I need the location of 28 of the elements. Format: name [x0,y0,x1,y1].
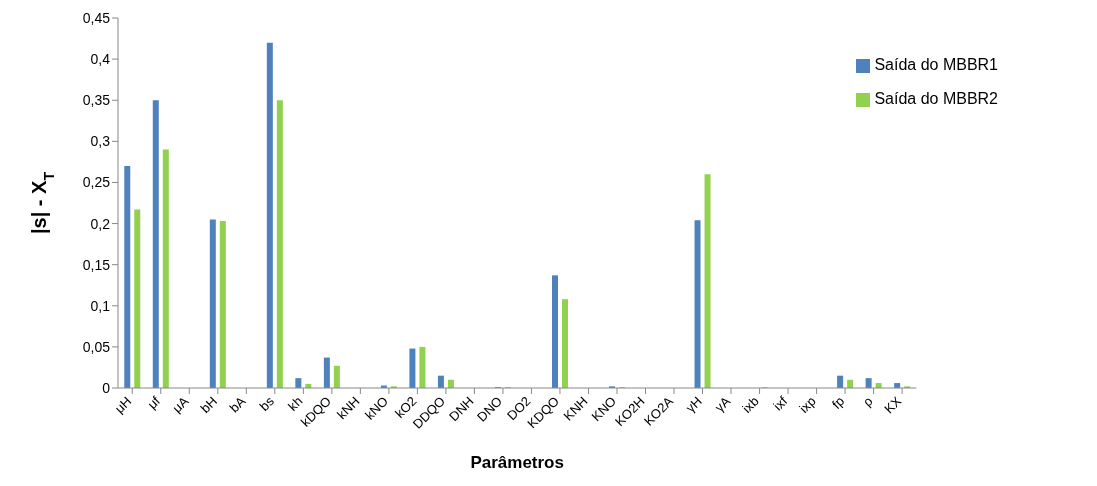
legend-label: Saída do MBBR1 [874,56,998,73]
x-tick-label: bs [256,393,278,414]
x-tick-label: ixf [770,393,791,414]
x-tick-label: μA [169,393,192,416]
x-tick-label: γA [711,393,734,415]
x-tick-label: ixp [796,393,819,416]
x-tick-label: bA [226,393,249,416]
y-tick-label: 0,1 [90,297,111,314]
x-tick-label: μH [111,393,135,417]
y-tick-label: 0,35 [82,92,111,109]
y-tick-label: 0,4 [90,51,111,68]
x-tick-label: kNO [362,393,391,423]
x-tick-label: γH [682,393,705,416]
x-tick-label: KX [881,393,905,417]
x-tick-label: fp [828,393,848,412]
x-tick-label: μf [144,393,164,412]
y-tick-label: 0,15 [82,256,111,273]
legend-label: Saída do MBBR2 [874,90,998,107]
x-tick-label: ρ [859,393,876,410]
x-tick-label: bH [197,393,220,416]
y-tick-label: 0 [102,379,111,396]
y-tick-label: 0,3 [90,133,111,150]
y-tick-label: 0,45 [82,9,111,26]
y-tick-label: 0,05 [82,338,111,355]
x-axis-title: Parâmetros [470,453,564,472]
x-tick-label: ixb [739,393,762,416]
y-tick-label: 0,25 [82,174,111,191]
y-tick-label: 0,2 [90,215,111,232]
